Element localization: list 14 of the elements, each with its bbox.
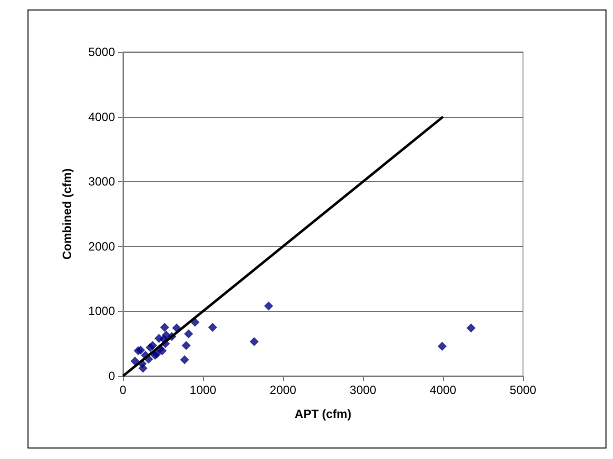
x-tick-label: 2000 — [270, 383, 297, 397]
y-tick-label: 3000 — [88, 174, 116, 189]
x-tick-label: 0 — [120, 383, 127, 397]
x-tick-label: 1000 — [190, 383, 217, 397]
y-tick-label: 4000 — [88, 110, 116, 124]
y-tick-label: 5000 — [88, 45, 116, 59]
y-tick-label: 0 — [108, 369, 116, 383]
x-axis-title: APT (cfm) — [294, 407, 352, 421]
y-tick-label: 2000 — [88, 239, 116, 254]
y-axis-title: Combined (cfm) — [60, 168, 74, 260]
y-tick-label: 1000 — [88, 304, 116, 318]
x-tick-label: 5000 — [510, 383, 537, 397]
x-tick-label: 4000 — [430, 383, 457, 397]
x-tick-label: 3000 — [350, 383, 377, 397]
